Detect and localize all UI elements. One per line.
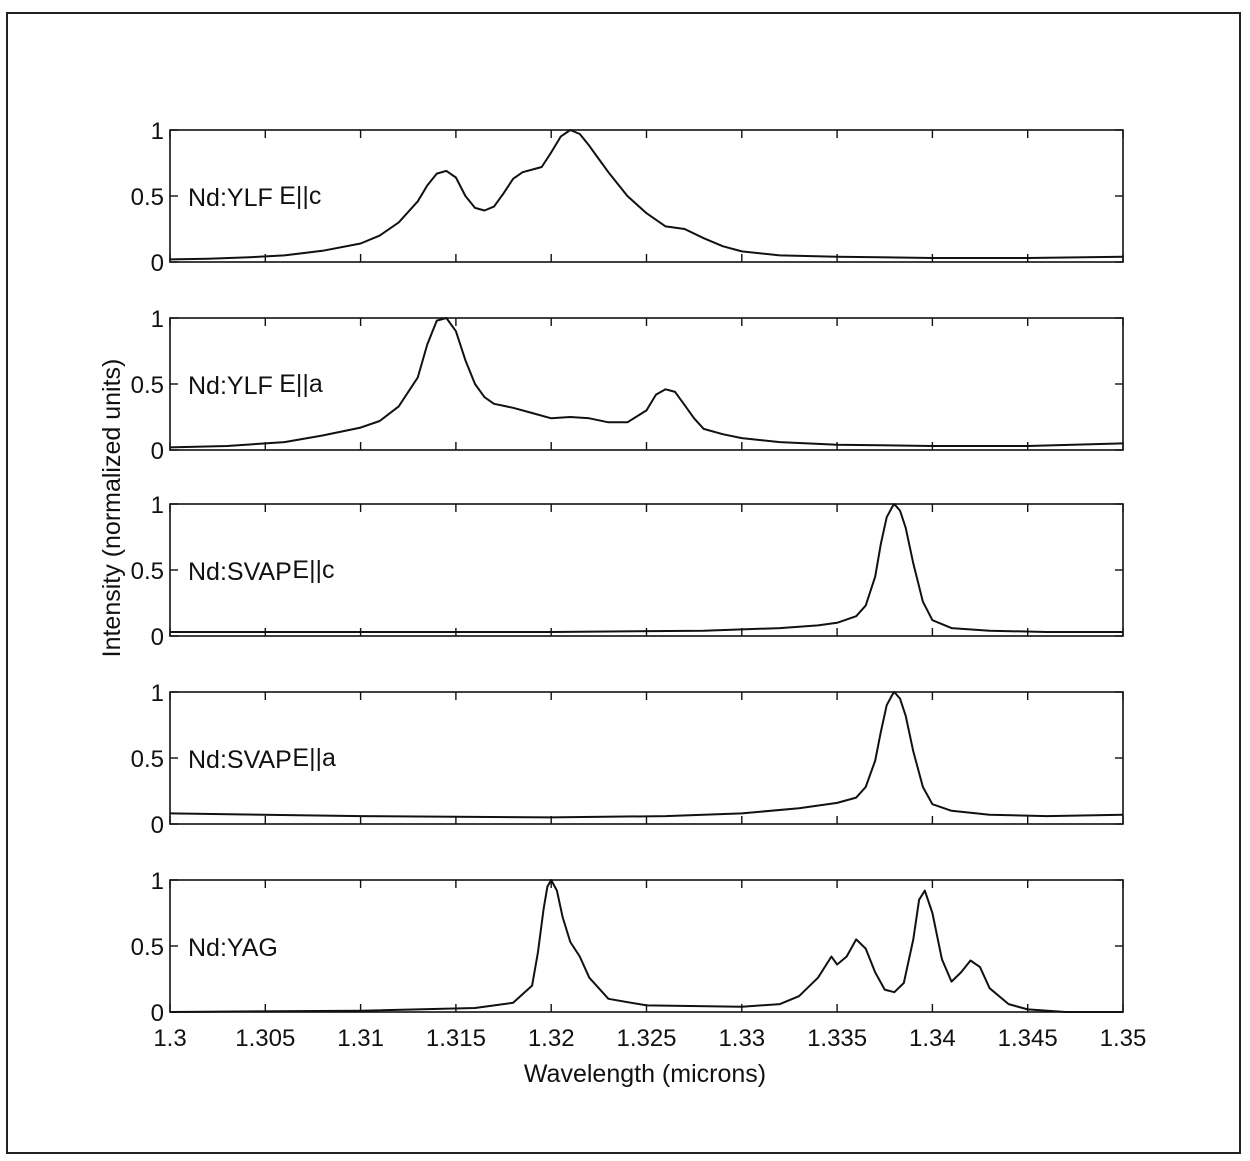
y-tick-label: 0.5	[131, 184, 164, 211]
y-tick-label: 0	[151, 624, 164, 651]
x-tick-label: 1.335	[807, 1025, 867, 1052]
panel-label: Nd:YAG	[188, 934, 278, 962]
polarization-label: E||a	[292, 744, 336, 772]
y-tick-label: 1	[151, 868, 164, 895]
x-tick-label: 1.35	[1100, 1025, 1147, 1052]
y-tick-label: 0	[151, 438, 164, 465]
x-tick-label: 1.325	[616, 1025, 676, 1052]
y-tick-label: 0.5	[131, 934, 164, 961]
polarization-label: E||c	[279, 182, 321, 210]
y-tick-label: 0.5	[131, 558, 164, 585]
x-tick-label: 1.32	[528, 1025, 575, 1052]
x-tick-label: 1.315	[426, 1025, 486, 1052]
y-tick-label: 1	[151, 492, 164, 519]
panel-2: 0 0.5 1 Nd:YLF E||a	[131, 306, 1124, 465]
figure-frame	[6, 12, 1241, 1154]
panel-4: 0 0.5 1 Nd:SVAP E||a	[131, 680, 1124, 839]
panel-axes-box	[169, 879, 1124, 1013]
y-axis-label: Intensity (normalized units)	[98, 359, 126, 658]
x-tick-label: 1.3	[153, 1025, 186, 1052]
y-tick-label: 1	[151, 680, 164, 707]
series-line	[170, 503, 1123, 633]
y-tick-label: 1	[151, 306, 164, 333]
panel-5: 0 0.5 1 Nd:YAG 1.3 1.305 1.31 1.315 1.32 1.325 1.3…	[131, 868, 1147, 1052]
series-line	[169, 129, 1124, 261]
series-line	[169, 317, 1124, 449]
panel-3: 0 0.5 1 Nd:SVAP E||c	[131, 492, 1124, 651]
panel-label: Nd:SVAP	[188, 558, 292, 586]
x-tick-label: 1.33	[718, 1025, 765, 1052]
polarization-label: E||c	[292, 556, 334, 584]
series-line	[169, 691, 1124, 819]
panel-label: Nd:YLF	[188, 372, 273, 400]
x-axis-label: Wavelength (microns)	[524, 1060, 766, 1088]
panel-1: 0 0.5 1 Nd:YLF E||c	[131, 118, 1124, 277]
x-tick-label: 1.345	[998, 1025, 1058, 1052]
series-line	[169, 879, 1123, 1013]
x-tick-label: 1.31	[337, 1025, 384, 1052]
y-tick-label: 0.5	[131, 372, 164, 399]
x-tick-label: 1.305	[235, 1025, 295, 1052]
panel-label: Nd:YLF	[188, 184, 273, 212]
panel-label: Nd:SVAP	[188, 746, 292, 774]
y-tick-label: 1	[151, 118, 164, 145]
y-tick-label: 0.5	[131, 746, 164, 773]
y-tick-label: 0	[151, 250, 164, 277]
polarization-label: E||a	[279, 370, 323, 398]
y-tick-label: 0	[151, 1000, 164, 1027]
x-tick-label: 1.34	[909, 1025, 956, 1052]
y-tick-label: 0	[151, 812, 164, 839]
